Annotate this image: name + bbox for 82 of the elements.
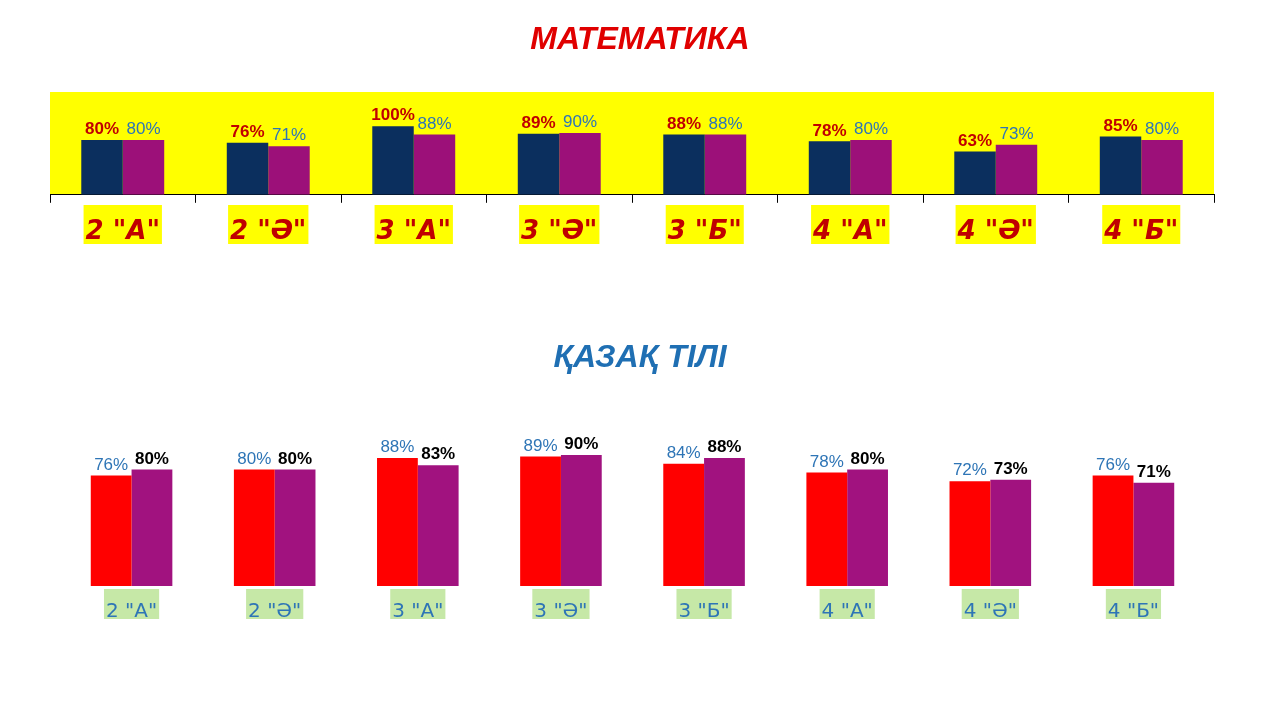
bar	[704, 457, 745, 586]
data-label: 76%	[1096, 454, 1131, 474]
bar	[131, 469, 173, 586]
bar	[704, 134, 747, 195]
x-tick-label: 3 "А"	[392, 598, 444, 623]
data-label: 80%	[850, 448, 885, 468]
data-label: 80%	[278, 448, 313, 468]
bar	[268, 146, 310, 195]
bar	[663, 134, 705, 195]
data-label: 88%	[417, 113, 452, 133]
bar	[274, 469, 316, 586]
x-tick-label: 3 "Б"	[678, 598, 730, 623]
bar	[520, 456, 561, 586]
data-label: 89%	[523, 435, 558, 455]
bar	[806, 472, 848, 586]
bar	[990, 479, 1032, 586]
data-label: 72%	[952, 460, 987, 480]
bar	[1099, 136, 1142, 195]
data-label: 83%	[421, 444, 456, 464]
data-label: 88%	[707, 437, 742, 457]
data-label: 76%	[94, 454, 129, 474]
bar	[81, 139, 123, 195]
bar	[1133, 482, 1175, 586]
data-label: 78%	[809, 451, 844, 471]
data-label: 71%	[1136, 461, 1171, 481]
data-label: 71%	[271, 125, 306, 145]
bar	[663, 463, 705, 586]
bar	[413, 134, 456, 195]
bar	[417, 465, 459, 586]
data-label: 73%	[993, 458, 1028, 478]
data-label: 78%	[812, 120, 847, 140]
x-tick-label: 2 "А"	[105, 598, 158, 623]
x-tick-label: 4 "А"	[812, 215, 888, 246]
x-tick-label: 4 "А"	[821, 598, 873, 623]
x-tick-label: 3 "Ә"	[534, 598, 588, 623]
data-label: 80%	[237, 448, 272, 468]
bar	[995, 144, 1038, 195]
bar	[377, 457, 418, 586]
data-label: 88%	[380, 437, 415, 457]
bar	[954, 151, 996, 195]
x-tick-label: 4 "Ә"	[956, 215, 1034, 246]
data-label: 89%	[521, 112, 556, 132]
data-label: 76%	[230, 121, 265, 141]
data-label: 88%	[708, 113, 743, 133]
chart-title: ҚАЗАҚ ТІЛІ	[552, 338, 728, 375]
bar	[226, 142, 269, 195]
data-label: 80%	[853, 119, 888, 139]
data-label: 84%	[666, 442, 701, 462]
x-tick-label: 3 "Б"	[667, 215, 742, 246]
data-label: 90%	[562, 112, 597, 132]
data-label: 80%	[134, 448, 169, 468]
bar	[560, 455, 602, 586]
data-label: 100%	[371, 105, 415, 125]
bar	[1141, 139, 1183, 195]
bar	[90, 475, 132, 586]
x-tick-label: 4 "Б"	[1103, 215, 1179, 246]
bar	[517, 133, 560, 195]
bar	[847, 469, 888, 586]
data-label: 80%	[85, 119, 120, 139]
x-tick-label: 2 "А"	[85, 215, 160, 246]
x-tick-label: 3 "А"	[376, 215, 451, 246]
bar	[850, 139, 892, 195]
x-tick-label: 2 "Ә"	[248, 598, 302, 623]
x-tick-label: 4 "Б"	[1107, 598, 1160, 623]
bar	[559, 133, 601, 195]
data-label: 90%	[564, 434, 599, 454]
data-label: 88%	[667, 113, 702, 133]
data-label: 85%	[1103, 115, 1138, 135]
data-label: 63%	[958, 130, 993, 150]
data-label: 80%	[126, 119, 161, 139]
bar	[808, 141, 851, 195]
data-label: 80%	[1144, 119, 1179, 139]
bar	[949, 481, 991, 586]
bar	[122, 139, 165, 195]
bar	[1092, 475, 1134, 586]
x-tick-label: 2 "Ә"	[230, 215, 307, 246]
x-tick-label: 4 "Ә"	[963, 598, 1017, 623]
chart-title: МАТЕМАТИКА	[529, 20, 751, 57]
data-label: 73%	[999, 123, 1034, 143]
bar	[233, 469, 275, 586]
bar	[372, 126, 414, 195]
x-tick-label: 3 "Ә"	[521, 215, 598, 246]
